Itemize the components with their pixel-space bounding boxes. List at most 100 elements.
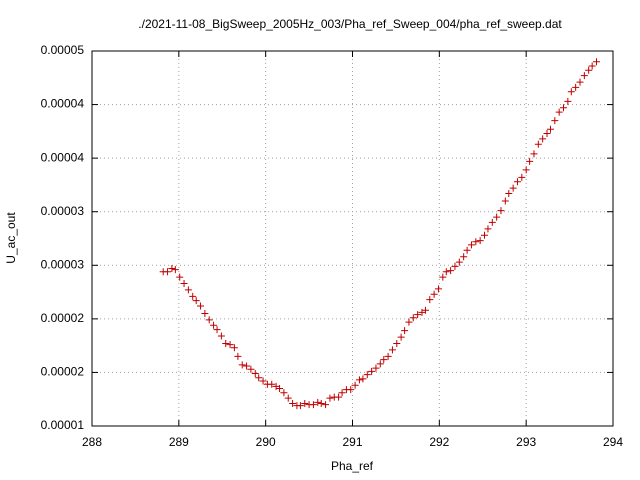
chart-title: ./2021-11-08_BigSweep_2005Hz_003/Pha_ref… xyxy=(138,17,562,31)
data-point xyxy=(409,314,417,322)
data-point xyxy=(580,72,588,80)
data-point xyxy=(463,246,471,254)
data-point xyxy=(543,130,551,137)
data-point xyxy=(205,316,213,324)
x-tick-label: 293 xyxy=(516,435,536,449)
data-point xyxy=(534,140,542,148)
y-tick-label: 0.00003 xyxy=(41,204,85,218)
y-tick-label: 0.00005 xyxy=(41,43,85,57)
data-point xyxy=(572,83,580,91)
data-point xyxy=(484,225,492,233)
y-tick-label: 0.00002 xyxy=(41,311,85,325)
data-point xyxy=(226,341,234,349)
data-point xyxy=(426,296,434,304)
data-point xyxy=(247,365,255,373)
data-point xyxy=(388,346,396,354)
data-point xyxy=(335,393,343,401)
data-point xyxy=(359,375,367,383)
data-point xyxy=(472,238,480,246)
data-point xyxy=(567,88,575,96)
data-point xyxy=(234,352,242,360)
data-point xyxy=(238,361,246,369)
x-tick-label: 291 xyxy=(342,435,362,449)
data-point xyxy=(189,292,197,300)
data-point xyxy=(430,290,438,298)
data-point xyxy=(184,286,192,294)
data-point xyxy=(284,394,292,402)
data-point xyxy=(442,268,450,276)
data-point xyxy=(488,218,496,226)
y-tick-label: 0.00004 xyxy=(41,97,85,111)
x-tick-label: 289 xyxy=(169,435,189,449)
data-point xyxy=(480,231,488,239)
data-point xyxy=(168,265,176,272)
data-point xyxy=(588,62,596,70)
data-point xyxy=(210,321,218,329)
data-point xyxy=(405,318,413,326)
data-point xyxy=(501,197,509,205)
data-point xyxy=(289,400,297,407)
data-point xyxy=(551,117,559,125)
data-point xyxy=(309,401,317,409)
data-point xyxy=(460,253,468,261)
data-point xyxy=(530,150,538,158)
data-point xyxy=(180,280,188,287)
data-point xyxy=(326,394,334,402)
data-point xyxy=(197,302,205,310)
data-point xyxy=(376,360,384,368)
data-point xyxy=(301,400,309,407)
data-point xyxy=(439,273,447,281)
plot-border xyxy=(91,50,614,427)
data-point xyxy=(355,376,363,384)
data-point xyxy=(213,326,221,334)
data-point xyxy=(585,66,593,74)
data-point xyxy=(564,97,572,105)
data-point xyxy=(201,310,209,317)
data-point xyxy=(164,268,172,276)
data-point xyxy=(476,237,484,245)
data-point xyxy=(560,104,568,112)
data-point xyxy=(447,267,455,275)
data-point xyxy=(393,340,401,347)
data-point xyxy=(368,367,376,375)
data-point xyxy=(467,241,475,249)
data-point xyxy=(497,207,505,215)
data-point xyxy=(276,385,284,392)
data-point xyxy=(230,344,238,352)
data-point xyxy=(434,285,442,293)
data-point xyxy=(518,173,526,181)
data-point xyxy=(372,364,380,372)
y-tick-label: 0.00004 xyxy=(41,150,85,164)
data-point xyxy=(314,398,322,406)
data-point xyxy=(455,258,463,266)
data-point xyxy=(401,327,409,335)
data-point xyxy=(509,184,517,192)
data-point xyxy=(347,386,355,394)
data-point xyxy=(351,381,359,389)
y-tick-label: 0.00002 xyxy=(41,365,85,379)
x-axis-label: Pha_ref xyxy=(331,459,374,473)
x-tick-label: 294 xyxy=(603,435,623,449)
data-point xyxy=(268,380,276,388)
y-axis-label: U_ac_out xyxy=(4,212,18,264)
data-point xyxy=(176,273,184,281)
data-point xyxy=(451,262,459,270)
data-point xyxy=(322,401,330,409)
data-point xyxy=(251,370,259,377)
data-point xyxy=(555,108,563,116)
data-point xyxy=(255,374,263,382)
data-point xyxy=(259,377,267,385)
data-point xyxy=(397,333,405,341)
data-point xyxy=(414,311,422,319)
data-point xyxy=(593,58,601,66)
data-point xyxy=(317,400,325,407)
data-point xyxy=(380,356,388,364)
x-tick-label: 290 xyxy=(256,435,276,449)
data-point xyxy=(338,389,346,397)
x-tick-label: 292 xyxy=(429,435,449,449)
data-point xyxy=(522,166,530,174)
data-point xyxy=(171,266,179,274)
data-point xyxy=(192,297,200,305)
data-point xyxy=(296,402,304,410)
